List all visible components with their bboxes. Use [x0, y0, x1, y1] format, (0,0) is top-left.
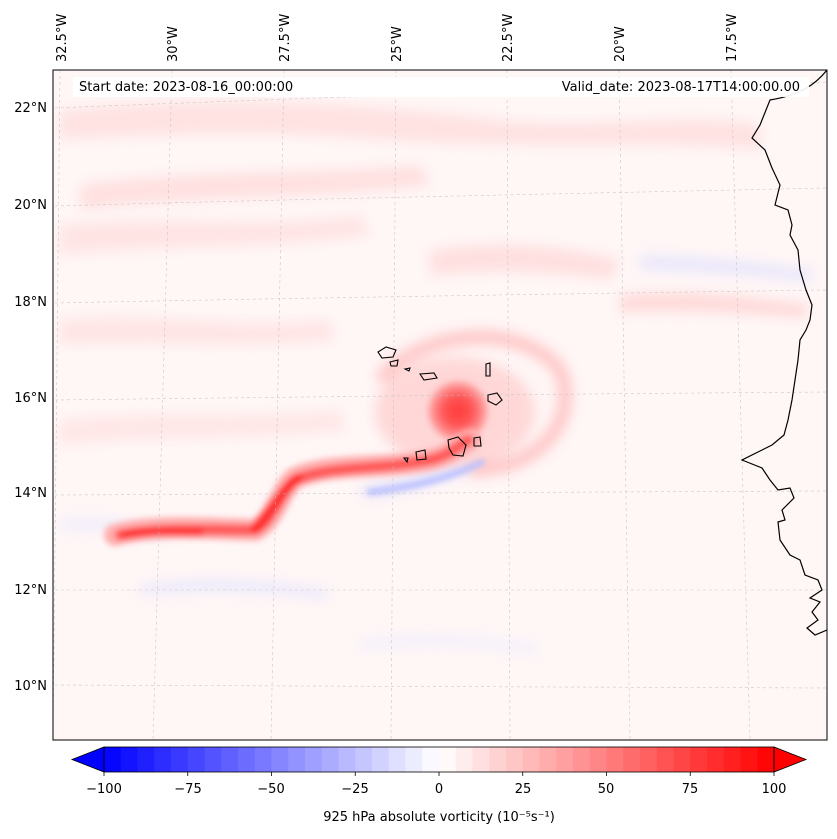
- colorbar-tick-label: 75: [682, 782, 699, 797]
- colorbar-cell: [422, 747, 440, 772]
- cape-verde-islands: [377, 346, 503, 464]
- colorbar-cells: [104, 747, 775, 772]
- lon-label: 25°W: [390, 26, 405, 62]
- colorbar-cell: [589, 747, 607, 772]
- lat-label: 18°N: [14, 295, 47, 310]
- colorbar-cell: [305, 747, 323, 772]
- colorbar: −100 −75 −50 −25 0 25 50 75 100 925 hPa …: [70, 746, 808, 825]
- start-date-text: Start date: 2023-08-16_00:00:00: [79, 80, 293, 95]
- colorbar-tick-label: 25: [515, 782, 532, 797]
- colorbar-cell: [757, 747, 775, 772]
- colorbar-tick-label: 100: [762, 782, 787, 797]
- lon-label: 17.5°W: [725, 14, 740, 62]
- graticule: [53, 70, 827, 740]
- colorbar-cell: [673, 747, 691, 772]
- colorbar-tick-label: 0: [435, 782, 443, 797]
- lon-label: 27.5°W: [278, 14, 293, 62]
- colorbar-cell: [355, 747, 373, 772]
- colorbar-cell: [690, 747, 708, 772]
- colorbar-tick-label: −50: [257, 782, 284, 797]
- colorbar-cell: [187, 747, 205, 772]
- colorbar-cell: [254, 747, 272, 772]
- colorbar-cell: [271, 747, 289, 772]
- colorbar-cell: [522, 747, 540, 772]
- colorbar-cell: [556, 747, 574, 772]
- colorbar-cell: [489, 747, 507, 772]
- colorbar-tick-label: −25: [341, 782, 368, 797]
- colorbar-label: 925 hPa absolute vorticity (10⁻⁵s⁻¹): [323, 810, 555, 825]
- colorbar-cell: [707, 747, 725, 772]
- colorbar-cell: [472, 747, 490, 772]
- colorbar-tick-label: −100: [86, 782, 122, 797]
- colorbar-max-extend: [773, 746, 808, 773]
- colorbar-cell: [388, 747, 406, 772]
- colorbar-cell: [221, 747, 239, 772]
- lon-label: 32.5°W: [55, 14, 70, 62]
- lat-label: 20°N: [14, 198, 47, 213]
- colorbar-cell: [439, 747, 457, 772]
- colorbar-cell: [656, 747, 674, 772]
- lon-label: 22.5°W: [501, 14, 516, 62]
- colorbar-min-extend: [70, 746, 105, 773]
- colorbar-cell: [606, 747, 624, 772]
- lat-label: 12°N: [14, 583, 47, 598]
- lat-label: 16°N: [14, 391, 47, 406]
- lat-label: 10°N: [14, 679, 47, 694]
- lon-label: 20°W: [613, 26, 628, 62]
- colorbar-cell: [137, 747, 155, 772]
- colorbar-cell: [740, 747, 758, 772]
- lat-label: 22°N: [14, 101, 47, 116]
- colorbar-cell: [104, 747, 122, 772]
- cyclone-vortex-core: [424, 377, 492, 445]
- lon-label: 30°W: [166, 26, 181, 62]
- colorbar-tick-label: −75: [174, 782, 201, 797]
- colorbar-ticks: [103, 772, 775, 776]
- colorbar-cell: [539, 747, 557, 772]
- colorbar-tick-labels: −100 −75 −50 −25 0 25 50 75 100: [86, 782, 786, 797]
- colorbar-cell: [154, 747, 172, 772]
- colorbar-cell: [171, 747, 189, 772]
- colorbar-cell: [321, 747, 339, 772]
- colorbar-cell: [723, 747, 741, 772]
- longitude-labels: 32.5°W 30°W 27.5°W 25°W 22.5°W 20°W 17.5…: [55, 14, 740, 62]
- colorbar-cell: [204, 747, 222, 772]
- map-frame: [52, 69, 828, 741]
- colorbar-cell: [120, 747, 138, 772]
- vorticity-field: [60, 101, 815, 655]
- colorbar-cell: [338, 747, 356, 772]
- colorbar-cell: [573, 747, 591, 772]
- colorbar-cell: [640, 747, 658, 772]
- map-plot-area: Start date: 2023-08-16_00:00:00 Valid_da…: [53, 70, 827, 740]
- lat-label: 14°N: [14, 486, 47, 501]
- latitude-labels: 22°N 20°N 18°N 16°N 14°N 12°N 10°N: [14, 101, 47, 694]
- colorbar-cell: [506, 747, 524, 772]
- coastline: [740, 70, 827, 636]
- header-band: [73, 77, 809, 97]
- colorbar-cell: [288, 747, 306, 772]
- valid-date-text: Valid_date: 2023-08-17T14:00:00.00: [562, 80, 800, 95]
- colorbar-cell: [623, 747, 641, 772]
- colorbar-cell: [455, 747, 473, 772]
- colorbar-tick-label: 50: [598, 782, 615, 797]
- colorbar-cell: [372, 747, 390, 772]
- colorbar-cell: [238, 747, 256, 772]
- colorbar-cell: [405, 747, 423, 772]
- vorticity-streak: [104, 429, 481, 546]
